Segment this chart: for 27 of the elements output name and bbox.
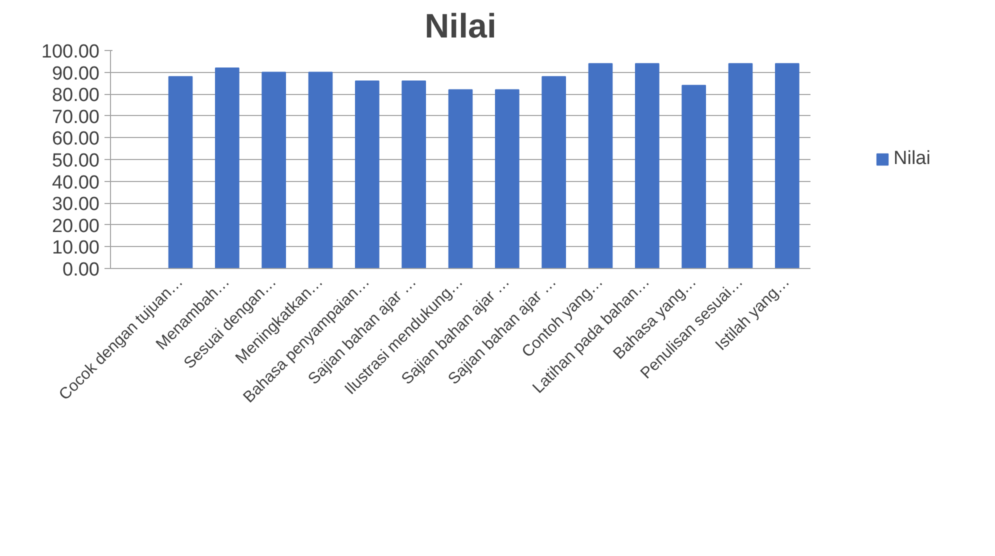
bar [402, 80, 426, 268]
bar [728, 63, 753, 268]
bar [448, 89, 473, 268]
bar [168, 76, 193, 268]
y-tick-label: 60.00 [52, 128, 100, 150]
bar [495, 89, 520, 268]
bar [682, 84, 706, 268]
y-tick-label: 80.00 [52, 85, 100, 106]
bar [262, 72, 286, 268]
y-tick-label: 50.00 [52, 150, 100, 172]
y-tick-label: 70.00 [52, 106, 100, 128]
y-tick-label: 20.00 [52, 216, 100, 237]
bar [635, 63, 660, 268]
bar [355, 80, 380, 268]
legend-label: Nilai [894, 148, 930, 170]
y-tick-label: 0.00 [62, 260, 100, 280]
chart-title: Nilai [424, 8, 496, 46]
bar [308, 72, 333, 268]
bar [542, 76, 566, 268]
y-tick-label: 90.00 [52, 63, 100, 84]
bar [775, 63, 800, 268]
bar [588, 63, 613, 268]
y-tick-label: 100.00 [41, 42, 100, 62]
y-tick-label: 40.00 [52, 172, 100, 194]
y-tick-label: 10.00 [52, 238, 100, 259]
y-tick-label: 30.00 [52, 194, 100, 216]
bar [215, 67, 240, 268]
